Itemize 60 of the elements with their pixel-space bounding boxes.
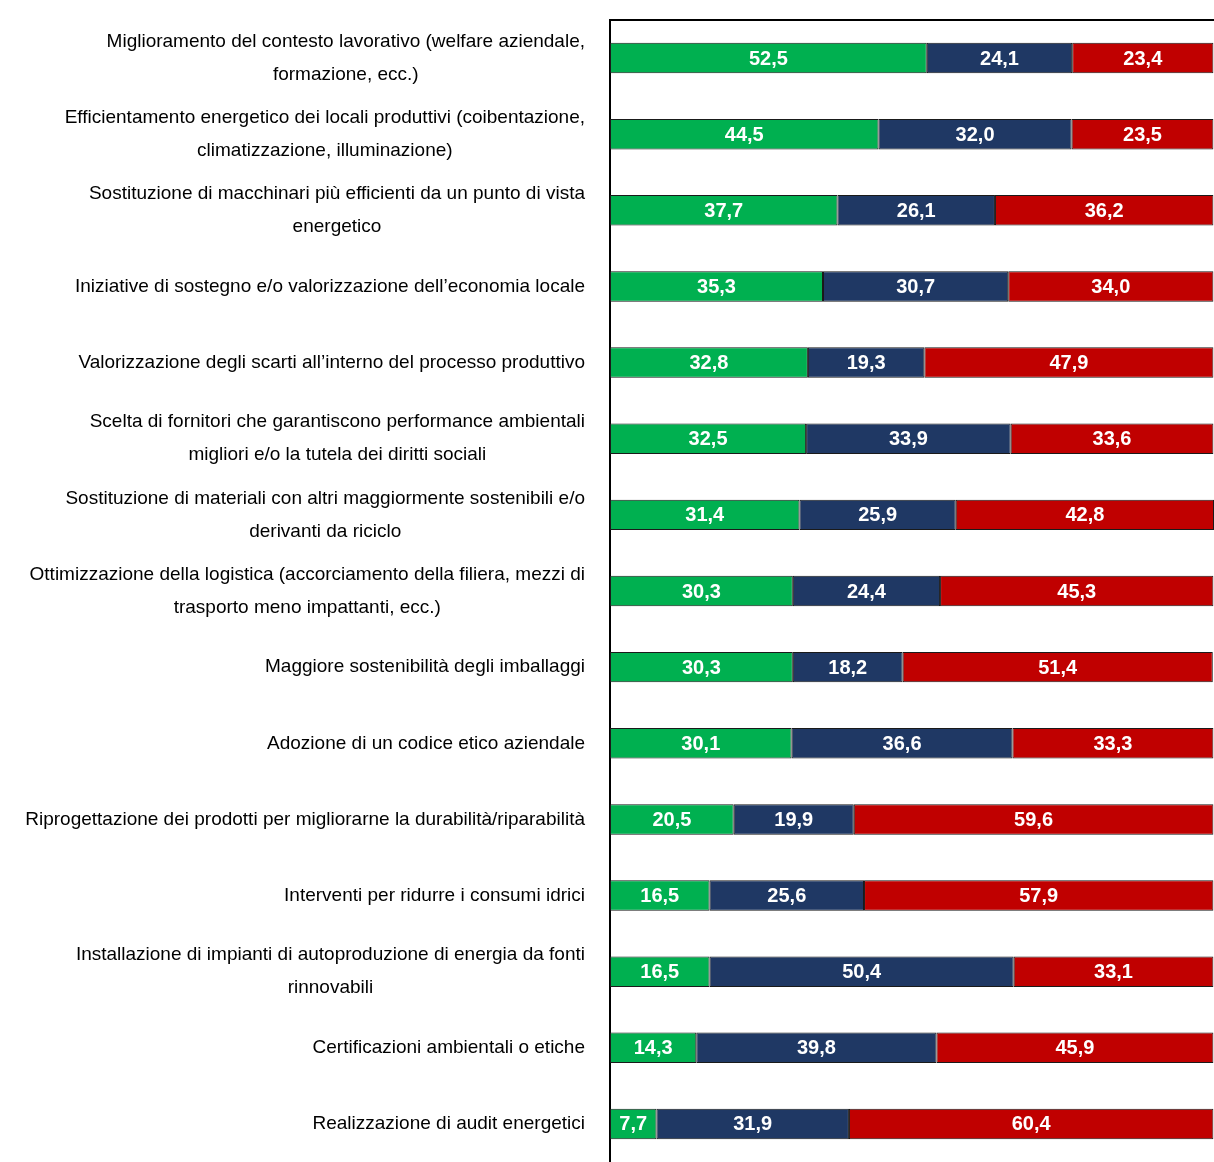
data-label: 44,5 <box>724 122 764 145</box>
data-label: 25,6 <box>767 884 807 907</box>
y-tick-label: Iniziative di sostegno e/o valorizzazione dell’economia locale <box>74 274 585 296</box>
y-tick-label: Certificazioni ambientali o etiche <box>312 1036 585 1058</box>
data-label: 59,6 <box>1014 807 1054 830</box>
data-label: 52,5 <box>748 46 788 69</box>
data-label: 23,5 <box>1123 122 1162 145</box>
y-tick-label: Miglioramento del contesto lavorativo (welfare aziendale, formazione, ecc.) <box>106 29 585 84</box>
y-tick-label: Ottimizzazione della logistica (accorciamento della filiera, mezzi di trasporto meno impattanti, ecc.) <box>29 562 585 617</box>
data-label: 60,4 <box>1011 1112 1052 1135</box>
data-label: 35,3 <box>697 274 736 297</box>
y-tick-label: Sostituzione di materiali con altri maggiormente sostenibili e/o derivanti da riciclo <box>65 486 585 541</box>
data-label: 7,7 <box>619 1112 648 1135</box>
data-label: 25,9 <box>858 503 898 526</box>
data-label: 45,9 <box>1055 1036 1095 1059</box>
data-label: 16,5 <box>640 884 680 907</box>
data-label: 36,2 <box>1084 198 1124 221</box>
y-tick-label: Valorizzazione degli scarti all’interno del processo produttivo <box>78 350 586 372</box>
data-label: 32,5 <box>688 427 728 450</box>
data-label: 24,4 <box>846 579 887 602</box>
data-label: 45,3 <box>1057 579 1097 602</box>
data-label: 30,3 <box>681 655 721 678</box>
data-label: 37,7 <box>704 198 744 221</box>
y-tick-label: Adozione di un codice etico aziendale <box>267 731 585 753</box>
y-tick-label: Scelta di fornitori che garantiscono performance ambientali migliori e/o la tutela dei diritti sociali <box>89 410 586 465</box>
data-label: 30,7 <box>896 274 936 297</box>
data-label: 16,5 <box>640 960 680 983</box>
data-label: 33,6 <box>1092 427 1132 450</box>
y-tick-label: Riprogettazione dei prodotti per migliorarne la durabilità/riparabilità <box>25 807 586 829</box>
data-label: 19,9 <box>774 807 814 830</box>
data-label: 19,3 <box>846 351 886 374</box>
data-label: 32,8 <box>689 351 729 374</box>
y-tick-label: Installazione di impianti di autoproduzione di energia da fonti rinnovabili <box>75 943 586 998</box>
data-label: 24,1 <box>980 46 1019 69</box>
data-label: 34,0 <box>1091 274 1131 297</box>
data-label: 20,5 <box>652 807 692 830</box>
data-label: 57,9 <box>1019 884 1059 907</box>
data-label: 30,3 <box>681 579 721 602</box>
y-tick-label: Sostituzione di macchinari più efficienti da un punto di vista energetico <box>88 182 586 237</box>
y-tick-label: Efficientamento energetico dei locali produttivi (coibentazione, climatizzazione, illuminazione) <box>64 105 586 160</box>
y-tick-label: Interventi per ridurre i consumi idrici <box>284 883 586 905</box>
data-label: 47,9 <box>1049 351 1089 374</box>
data-label: 31,9 <box>733 1112 773 1135</box>
y-tick-label: Maggiore sostenibilità degli imballaggi <box>264 655 585 677</box>
data-label: 32,0 <box>955 122 995 145</box>
data-label: 42,8 <box>1065 503 1105 526</box>
data-label: 33,1 <box>1094 960 1133 983</box>
data-label: 36,6 <box>882 731 922 754</box>
data-label: 23,4 <box>1123 46 1164 69</box>
data-label: 18,2 <box>828 655 868 678</box>
y-tick-label: Realizzazione di audit energetici <box>312 1112 585 1134</box>
data-label: 14,3 <box>633 1036 673 1059</box>
data-label: 50,4 <box>842 960 882 983</box>
data-label: 31,4 <box>685 503 726 526</box>
data-label: 26,1 <box>896 198 936 221</box>
data-label: 39,8 <box>796 1036 836 1059</box>
data-label: 33,3 <box>1093 731 1133 754</box>
data-label: 30,1 <box>681 731 721 754</box>
data-label: 33,9 <box>888 427 928 450</box>
data-label: 51,4 <box>1038 655 1079 678</box>
